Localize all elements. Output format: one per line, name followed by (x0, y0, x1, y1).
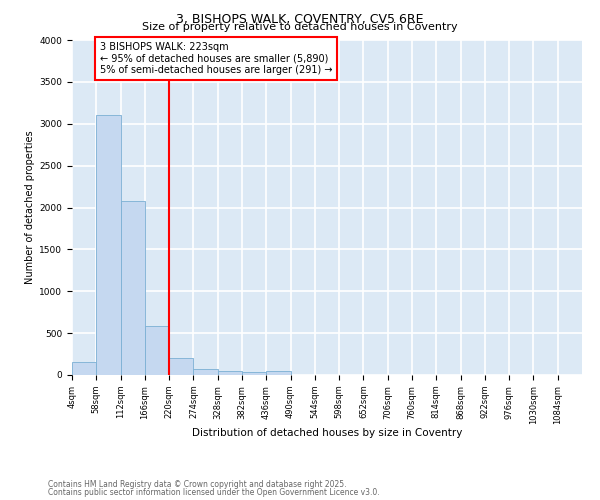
Bar (242, 372, 266, 375)
Text: 3 BISHOPS WALK: 223sqm
← 95% of detached houses are smaller (5,890)
5% of semi-d: 3 BISHOPS WALK: 223sqm ← 95% of detached… (100, 42, 332, 75)
Bar (193, 369, 218, 375)
Y-axis label: Number of detached properties: Number of detached properties (25, 130, 35, 284)
X-axis label: Distribution of detached houses by size in Coventry: Distribution of detached houses by size … (192, 428, 462, 438)
Text: Contains HM Land Registry data © Crown copyright and database right 2025.: Contains HM Land Registry data © Crown c… (48, 480, 347, 489)
Bar (266, 371, 290, 375)
Bar (96, 116, 121, 375)
Text: 3, BISHOPS WALK, COVENTRY, CV5 6RE: 3, BISHOPS WALK, COVENTRY, CV5 6RE (176, 12, 424, 26)
Bar (218, 371, 242, 375)
Bar (121, 201, 145, 375)
Bar (145, 326, 169, 375)
Bar (169, 358, 193, 375)
Text: Size of property relative to detached houses in Coventry: Size of property relative to detached ho… (142, 22, 458, 32)
Bar (72, 362, 96, 375)
Text: Contains public sector information licensed under the Open Government Licence v3: Contains public sector information licen… (48, 488, 380, 497)
